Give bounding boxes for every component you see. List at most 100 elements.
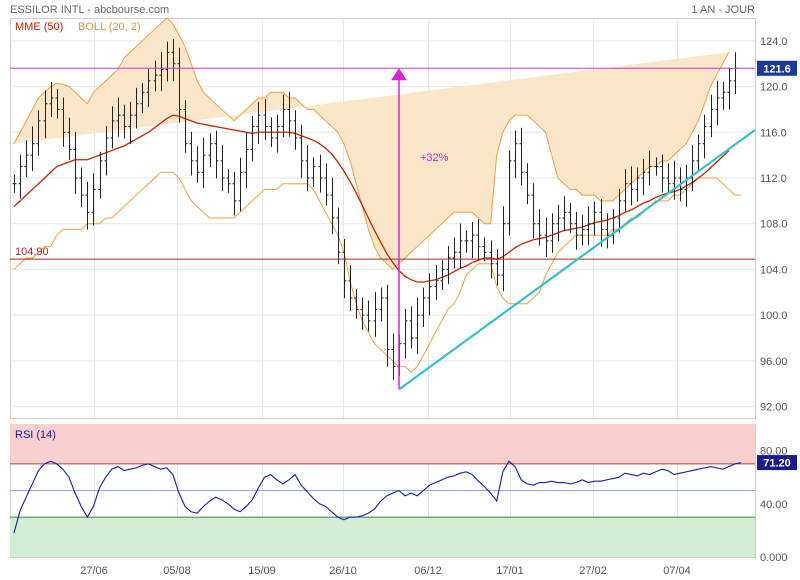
rsi-y-tick: 80.00	[760, 446, 788, 458]
price-bar	[73, 132, 78, 194]
price-bar	[415, 297, 420, 354]
price-bar	[458, 223, 463, 269]
price-bar	[36, 110, 41, 156]
price-bar	[391, 333, 396, 380]
price-bar	[43, 90, 48, 139]
price-bar	[507, 150, 512, 236]
price-bar	[574, 211, 579, 250]
price-bar	[354, 288, 359, 319]
price-bar	[440, 260, 445, 290]
price-bar	[641, 159, 646, 196]
x-tick-label: 27/06	[80, 565, 108, 577]
price-bar	[91, 173, 96, 226]
price-bar	[617, 188, 622, 233]
price-bar	[244, 132, 249, 189]
price-bar	[605, 213, 610, 249]
price-bar	[476, 219, 481, 260]
price-bar	[49, 82, 54, 117]
price-bar	[715, 80, 720, 126]
price-bar	[318, 154, 323, 193]
price-bar	[403, 308, 408, 359]
price-bar	[275, 114, 280, 153]
price-bar	[727, 67, 732, 110]
price-bar	[67, 117, 72, 160]
x-tick-label: 26/10	[329, 565, 357, 577]
price-bar	[311, 157, 316, 188]
price-bar	[98, 151, 103, 199]
price-bar	[495, 249, 500, 286]
last-price-badge	[757, 60, 797, 76]
price-bar	[721, 81, 726, 110]
price-bar	[232, 171, 237, 216]
price-bar	[379, 287, 384, 322]
price-bar	[464, 230, 469, 253]
price-y-tick: 100.0	[760, 310, 788, 322]
gain-annotation: +32%	[420, 152, 449, 164]
chart-period[interactable]: 1 AN - JOUR	[691, 4, 755, 16]
price-bar	[281, 94, 286, 138]
price-y-tick: 124.0	[760, 36, 788, 48]
price-bar	[544, 217, 549, 257]
price-bar	[330, 177, 335, 234]
price-bar	[183, 100, 188, 153]
price-bar	[348, 264, 353, 312]
rsi-title: RSI (14)	[15, 429, 56, 441]
rsi-y-tick: 0.000	[760, 552, 788, 564]
bollinger-upper	[13, 17, 730, 271]
price-bar	[702, 114, 707, 159]
price-bar	[214, 130, 219, 179]
price-bar	[684, 164, 689, 207]
price-bar	[293, 110, 298, 150]
price-bar	[177, 47, 182, 123]
price-bar	[611, 208, 616, 245]
price-bar	[525, 163, 530, 205]
chart-title: ESSILOR INTL - abcbourse.com	[10, 4, 169, 16]
x-tick-label: 06/12	[414, 565, 442, 577]
price-bar	[409, 306, 414, 349]
price-bar	[568, 203, 573, 233]
price-bar	[110, 106, 115, 149]
price-y-tick: 108.0	[760, 219, 788, 231]
legend-mme: MME (50)	[15, 21, 63, 33]
price-panel-frame	[10, 18, 756, 419]
last-price-label: 121.6	[763, 63, 791, 75]
price-bar	[195, 146, 200, 183]
price-y-tick: 96.00	[760, 356, 788, 368]
price-bar	[654, 157, 659, 176]
price-bar	[342, 239, 347, 299]
price-bar	[360, 297, 365, 330]
price-bar	[122, 104, 127, 139]
price-bar	[201, 137, 206, 189]
price-bar	[452, 237, 457, 269]
price-y-tick: 92.00	[760, 402, 788, 414]
price-bar	[446, 246, 451, 285]
price-bar	[373, 292, 378, 337]
price-bar	[140, 83, 145, 113]
price-bar	[165, 41, 170, 82]
price-bar	[427, 273, 432, 316]
price-bar	[336, 207, 341, 265]
bollinger-band-fill	[14, 18, 729, 270]
price-bar	[470, 221, 475, 259]
x-tick-label: 27/02	[579, 565, 607, 577]
rsi-line	[13, 460, 742, 534]
price-bar	[519, 127, 524, 186]
price-bar	[128, 101, 133, 144]
price-bar	[550, 213, 555, 253]
price-bar	[61, 97, 66, 147]
price-bar	[324, 163, 329, 206]
price-bar	[287, 92, 292, 137]
price-bar	[531, 183, 536, 239]
price-bar	[513, 130, 518, 179]
price-bar	[385, 284, 390, 367]
price-bar	[709, 94, 714, 138]
price-bar	[24, 140, 29, 178]
price-bar	[189, 131, 194, 176]
trend-line	[398, 129, 756, 391]
price-bar	[220, 144, 225, 192]
price-bar	[666, 163, 671, 195]
price-bar	[134, 87, 139, 129]
rsi-y-tick: 40.00	[760, 499, 788, 511]
price-bar	[18, 154, 23, 199]
